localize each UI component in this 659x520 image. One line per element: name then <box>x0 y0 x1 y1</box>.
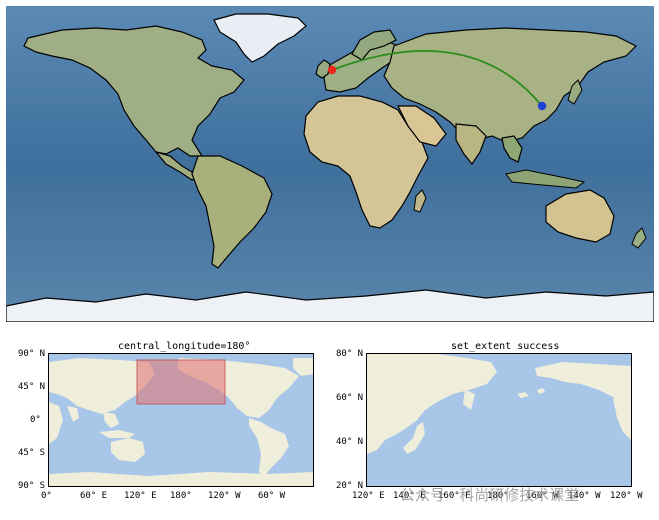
map2-canada-coast <box>613 398 631 440</box>
watermark-text: 公众号 · 科尚研修技术课堂 <box>400 486 580 504</box>
map1-africa <box>49 402 63 444</box>
map2-ytick: 20° N <box>336 481 364 491</box>
map1-ytick: 0° <box>30 415 41 425</box>
map2-ytick: 40° N <box>336 437 364 447</box>
map1-xtick: 120° E <box>124 491 157 501</box>
australia <box>545 189 615 243</box>
map1-xtick: 0° <box>41 491 52 501</box>
japan <box>567 79 583 105</box>
greenland <box>213 13 307 63</box>
map2-alaska <box>535 362 631 398</box>
map2-ytick: 60° N <box>336 393 364 403</box>
map2-ytick: 80° N <box>336 349 364 359</box>
map1-australia <box>111 438 145 462</box>
map2-japan <box>403 422 425 454</box>
map2-xtick: 140° W <box>568 491 601 501</box>
madagascar <box>413 189 427 213</box>
map1-extent-highlight <box>136 359 226 405</box>
map1-title: central_longitude=180° <box>118 341 251 352</box>
end-marker <box>537 101 547 111</box>
map1-south-america <box>249 418 289 478</box>
map1-antarctica <box>49 472 313 486</box>
africa <box>303 95 429 229</box>
map2-xtick: 120° W <box>610 491 643 501</box>
asia <box>383 27 638 143</box>
map2-kamchatka <box>463 390 475 410</box>
north-america <box>23 25 245 157</box>
map2-aleutians <box>517 388 545 398</box>
flight-route <box>331 50 543 107</box>
indonesia <box>505 169 586 189</box>
map2-xtick: 160° E <box>438 491 471 501</box>
map1-greenland <box>293 358 313 376</box>
map1-eurasia <box>49 358 155 414</box>
map1-xtick: 60° E <box>80 491 108 501</box>
map2-xtick: 120° E <box>352 491 385 501</box>
map2-title: set_extent success <box>451 341 560 352</box>
map1-southeast-asia <box>67 406 119 428</box>
map1-xtick: 120° W <box>208 491 241 501</box>
map1-svg <box>49 354 313 486</box>
start-marker <box>327 65 337 75</box>
map2-svg <box>367 354 631 486</box>
world-map-top-svg <box>5 6 655 323</box>
map1-xtick: 180° <box>170 491 192 501</box>
map1-ytick: 90° S <box>18 481 46 491</box>
map1-ytick: 45° N <box>18 382 46 392</box>
arabian-peninsula <box>397 105 447 147</box>
map1-ytick: 45° S <box>18 448 46 458</box>
new-zealand <box>631 227 647 249</box>
map1-indonesia <box>99 430 135 438</box>
map1-panel <box>48 353 314 487</box>
southeast-asia <box>501 135 523 163</box>
scandinavia <box>351 29 397 61</box>
india <box>455 123 487 166</box>
south-america <box>191 155 273 269</box>
map2-xtick: 180° <box>487 491 509 501</box>
map1-xtick: 60° W <box>258 491 286 501</box>
map2-xtick: 140° E <box>393 491 426 501</box>
british-isles <box>315 59 331 79</box>
world-map-top <box>5 6 655 323</box>
map1-ytick: 90° N <box>18 349 46 359</box>
map2-asia <box>367 354 497 454</box>
map2-panel <box>366 353 632 487</box>
map2-xtick: 160° W <box>526 491 559 501</box>
